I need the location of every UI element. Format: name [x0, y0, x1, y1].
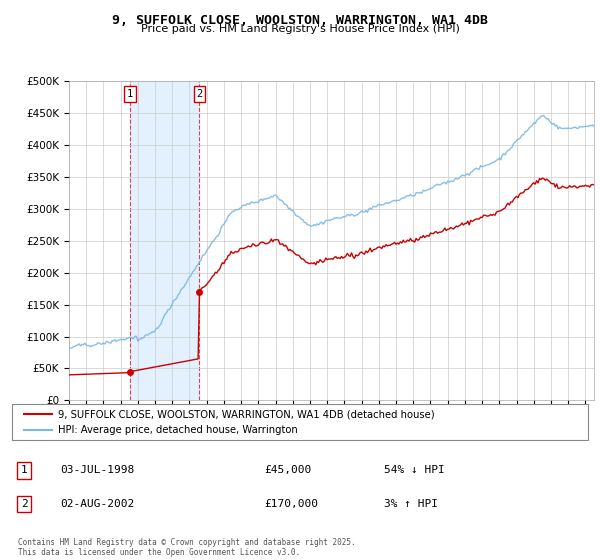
Text: 2: 2: [20, 499, 28, 509]
Text: 9, SUFFOLK CLOSE, WOOLSTON, WARRINGTON, WA1 4DB (detached house): 9, SUFFOLK CLOSE, WOOLSTON, WARRINGTON, …: [58, 409, 435, 419]
Text: Price paid vs. HM Land Registry's House Price Index (HPI): Price paid vs. HM Land Registry's House …: [140, 24, 460, 34]
Text: £45,000: £45,000: [264, 465, 311, 475]
Text: 54% ↓ HPI: 54% ↓ HPI: [384, 465, 445, 475]
Text: 2: 2: [196, 89, 203, 99]
Text: HPI: Average price, detached house, Warrington: HPI: Average price, detached house, Warr…: [58, 424, 298, 435]
Text: 1: 1: [20, 465, 28, 475]
Text: £170,000: £170,000: [264, 499, 318, 509]
Text: 02-AUG-2002: 02-AUG-2002: [60, 499, 134, 509]
Text: 3% ↑ HPI: 3% ↑ HPI: [384, 499, 438, 509]
Text: 03-JUL-1998: 03-JUL-1998: [60, 465, 134, 475]
Bar: [130, 81, 199, 400]
Text: 1: 1: [127, 89, 133, 99]
Text: Contains HM Land Registry data © Crown copyright and database right 2025.
This d: Contains HM Land Registry data © Crown c…: [18, 538, 356, 557]
Text: 9, SUFFOLK CLOSE, WOOLSTON, WARRINGTON, WA1 4DB: 9, SUFFOLK CLOSE, WOOLSTON, WARRINGTON, …: [112, 14, 488, 27]
